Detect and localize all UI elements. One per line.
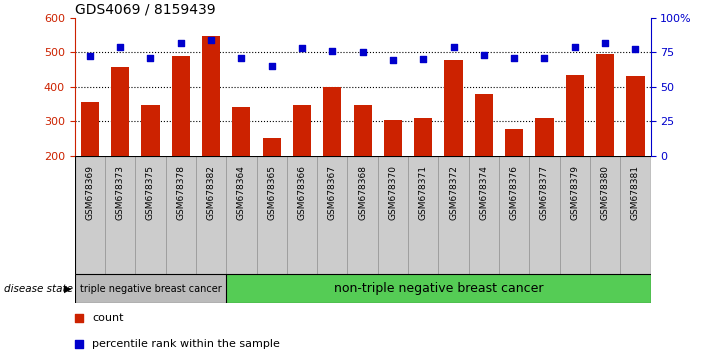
Point — [114, 44, 126, 50]
Point — [569, 44, 580, 50]
Bar — [353, 105, 372, 225]
Bar — [529, 156, 560, 274]
Point — [84, 53, 95, 59]
Bar — [384, 120, 402, 225]
Bar — [439, 156, 469, 274]
Text: GSM678364: GSM678364 — [237, 165, 246, 220]
Bar — [75, 156, 105, 274]
Text: percentile rank within the sample: percentile rank within the sample — [92, 339, 280, 349]
Bar — [324, 87, 341, 225]
Point — [296, 45, 308, 51]
Bar — [505, 129, 523, 225]
Bar — [414, 119, 432, 225]
Text: GSM678377: GSM678377 — [540, 165, 549, 220]
Bar — [287, 156, 317, 274]
Point — [235, 55, 247, 61]
Text: GSM678374: GSM678374 — [479, 165, 488, 220]
Text: GSM678367: GSM678367 — [328, 165, 337, 220]
Bar — [166, 156, 196, 274]
Bar — [560, 156, 590, 274]
Text: GDS4069 / 8159439: GDS4069 / 8159439 — [75, 2, 215, 17]
Point — [205, 37, 217, 42]
Bar — [566, 75, 584, 225]
Text: ▶: ▶ — [63, 284, 71, 293]
Bar — [75, 274, 226, 303]
Bar — [202, 36, 220, 225]
Text: triple negative breast cancer: triple negative breast cancer — [80, 284, 221, 293]
Point — [145, 55, 156, 61]
Point — [448, 44, 459, 50]
Point — [326, 48, 338, 54]
Bar — [171, 56, 190, 225]
Bar — [81, 102, 99, 225]
Text: count: count — [92, 313, 124, 323]
Bar — [111, 67, 129, 225]
Point — [599, 40, 611, 45]
Bar — [408, 156, 439, 274]
Bar — [226, 156, 257, 274]
Text: non-triple negative breast cancer: non-triple negative breast cancer — [333, 282, 543, 295]
Bar — [444, 60, 463, 225]
Bar — [535, 119, 554, 225]
Bar — [378, 156, 408, 274]
Bar — [348, 156, 378, 274]
Text: GSM678373: GSM678373 — [116, 165, 124, 220]
Point — [417, 56, 429, 62]
Point — [387, 58, 399, 63]
Text: GSM678365: GSM678365 — [267, 165, 276, 220]
Point — [175, 40, 186, 45]
Point — [479, 52, 490, 58]
Bar — [141, 105, 159, 225]
Bar — [620, 156, 651, 274]
Bar — [257, 156, 287, 274]
Bar — [232, 108, 250, 225]
Text: GSM678375: GSM678375 — [146, 165, 155, 220]
Text: GSM678381: GSM678381 — [631, 165, 640, 220]
Bar — [317, 156, 348, 274]
Text: GSM678376: GSM678376 — [510, 165, 518, 220]
Point — [630, 47, 641, 52]
Bar — [105, 156, 135, 274]
Point — [539, 55, 550, 61]
Point — [357, 49, 368, 55]
Bar — [293, 105, 311, 225]
Text: GSM678382: GSM678382 — [207, 165, 215, 220]
Bar — [262, 138, 281, 225]
Text: GSM678380: GSM678380 — [601, 165, 609, 220]
Bar — [475, 93, 493, 225]
Point — [74, 315, 85, 321]
Point — [266, 63, 277, 69]
Bar — [626, 76, 644, 225]
Bar — [226, 274, 651, 303]
Text: disease state: disease state — [4, 284, 73, 293]
Text: GSM678366: GSM678366 — [297, 165, 306, 220]
Text: GSM678370: GSM678370 — [388, 165, 397, 220]
Point — [508, 55, 520, 61]
Bar — [596, 54, 614, 225]
Text: GSM678369: GSM678369 — [85, 165, 95, 220]
Text: GSM678368: GSM678368 — [358, 165, 367, 220]
Point — [74, 341, 85, 347]
Text: GSM678378: GSM678378 — [176, 165, 186, 220]
Bar — [499, 156, 529, 274]
Text: GSM678371: GSM678371 — [419, 165, 428, 220]
Text: GSM678379: GSM678379 — [570, 165, 579, 220]
Bar — [196, 156, 226, 274]
Text: GSM678372: GSM678372 — [449, 165, 458, 220]
Bar — [590, 156, 620, 274]
Bar — [135, 156, 166, 274]
Bar — [469, 156, 499, 274]
